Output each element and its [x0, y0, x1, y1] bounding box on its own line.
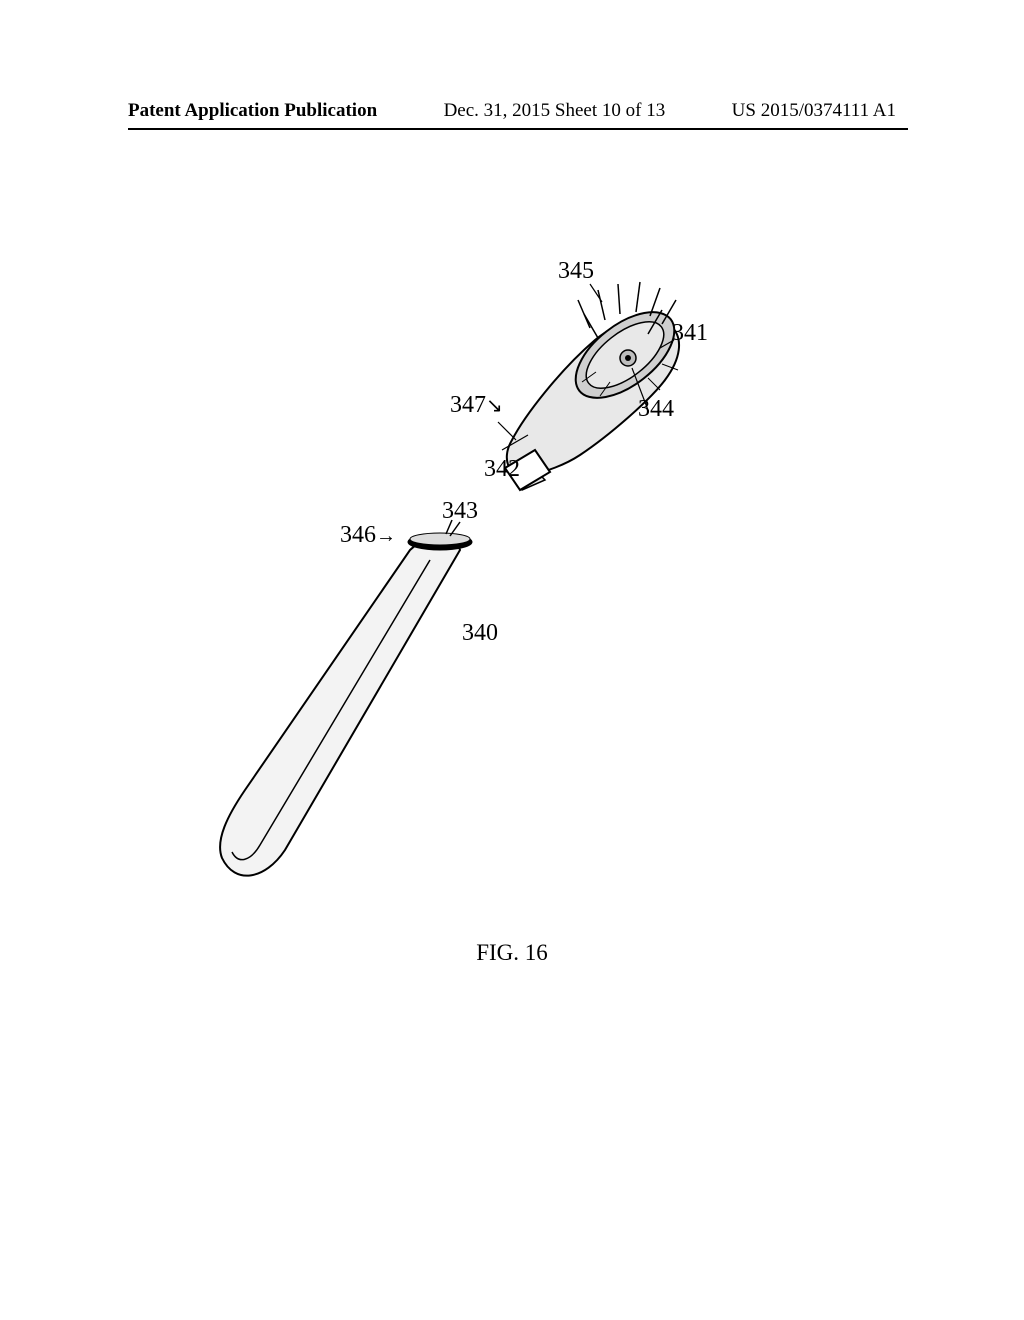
figure-caption: FIG. 16 — [0, 940, 1024, 966]
header-rule — [128, 128, 908, 130]
figure-drawing — [150, 250, 850, 900]
header-date-sheet: Dec. 31, 2015 Sheet 10 of 13 — [444, 100, 666, 122]
header-publication-number: US 2015/0374111 A1 — [732, 100, 896, 122]
callout-342: 342 — [484, 456, 520, 483]
arrow-icon: ↘ — [486, 395, 501, 417]
page-header: Patent Application Publication Dec. 31, … — [0, 100, 1024, 122]
callout-340: 340 — [462, 620, 498, 647]
header-publication-type: Patent Application Publication — [128, 100, 377, 122]
callout-346: 346→ — [340, 522, 394, 549]
arrow-icon: → — [376, 525, 394, 547]
callout-347: 347↘ — [450, 392, 501, 419]
callout-341: 341 — [672, 320, 708, 347]
callout-345: 345 — [558, 258, 594, 285]
callout-344: 344 — [638, 396, 674, 423]
figure-area: 345 341 347↘ 344 342 343 346→ 340 — [150, 250, 850, 900]
callout-343: 343 — [442, 498, 478, 525]
